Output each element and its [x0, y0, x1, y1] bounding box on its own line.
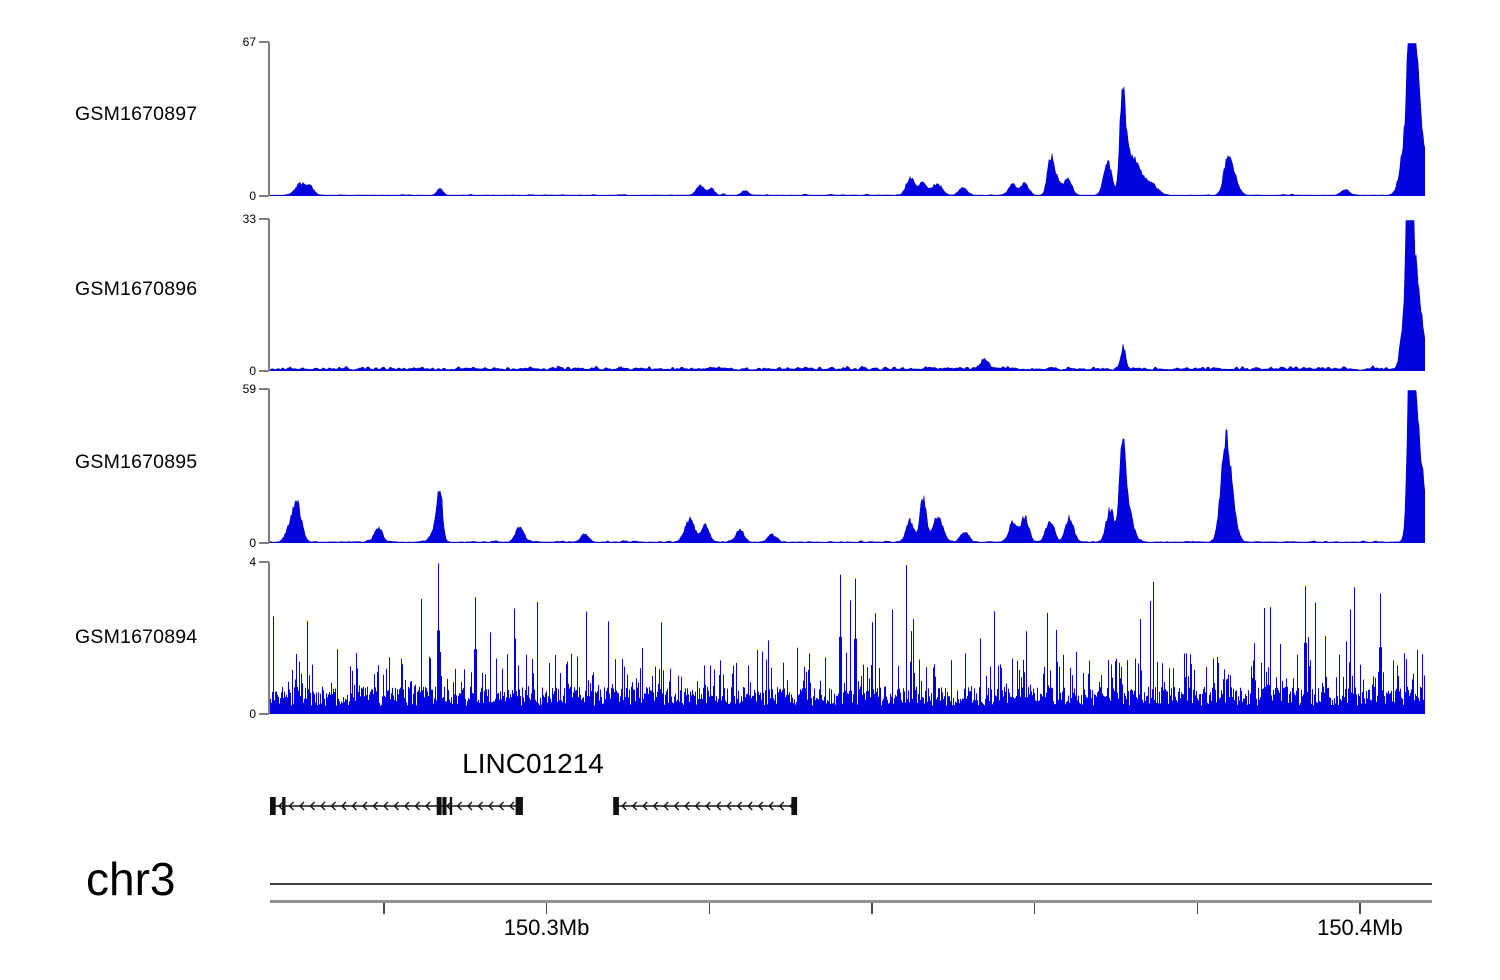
- yaxis-bottom-tick: [259, 195, 269, 197]
- yaxis-zero-label: 0: [249, 536, 256, 550]
- yaxis-max-label: 4: [249, 555, 256, 569]
- coverage-plot-gsm1670897: [270, 43, 1425, 196]
- axis-main-line: [270, 900, 1432, 903]
- track-label-gsm1670894: GSM1670894: [75, 626, 198, 648]
- coverage-plot-gsm1670895: [270, 390, 1425, 543]
- axis-tick: [1359, 903, 1361, 914]
- axis-tick: [383, 903, 385, 914]
- coverage-plot-gsm1670896: [270, 220, 1425, 371]
- yaxis-top-tick: [259, 218, 269, 220]
- yaxis-line: [268, 42, 270, 196]
- gene-model-track: [270, 797, 798, 815]
- yaxis-max-label: 67: [242, 35, 256, 49]
- track-label-gsm1670896: GSM1670896: [75, 278, 198, 300]
- axis-upper-line: [270, 883, 1432, 885]
- yaxis-top-tick: [259, 41, 269, 43]
- axis-tick-label: 150.4Mb: [1317, 915, 1403, 940]
- yaxis-max-label: 59: [242, 382, 256, 396]
- axis-tick: [1196, 903, 1198, 914]
- yaxis-zero-label: 0: [249, 707, 256, 721]
- yaxis-line: [268, 389, 270, 543]
- gene-name-label: LINC01214: [462, 748, 604, 779]
- yaxis-zero-label: 0: [249, 189, 256, 203]
- axis-tick: [545, 903, 548, 914]
- track-label-gsm1670897: GSM1670897: [75, 103, 198, 125]
- yaxis-top-tick: [259, 561, 269, 563]
- axis-tick-label: 150.3Mb: [503, 915, 590, 940]
- axis-tick: [871, 903, 873, 914]
- axis-tick: [708, 903, 710, 914]
- yaxis-max-label: 33: [242, 212, 256, 226]
- yaxis-top-tick: [259, 388, 269, 390]
- yaxis-bottom-tick: [259, 713, 269, 715]
- axis-tick: [1033, 903, 1036, 914]
- chromosome-label: chr3: [86, 853, 176, 905]
- yaxis-bottom-tick: [259, 370, 269, 372]
- yaxis-bottom-tick: [259, 542, 269, 544]
- yaxis-line: [268, 562, 270, 714]
- yaxis-zero-label: 0: [249, 364, 256, 378]
- track-label-gsm1670895: GSM1670895: [75, 451, 198, 473]
- coverage-plot-gsm1670894: [270, 563, 1425, 714]
- yaxis-line: [268, 219, 270, 371]
